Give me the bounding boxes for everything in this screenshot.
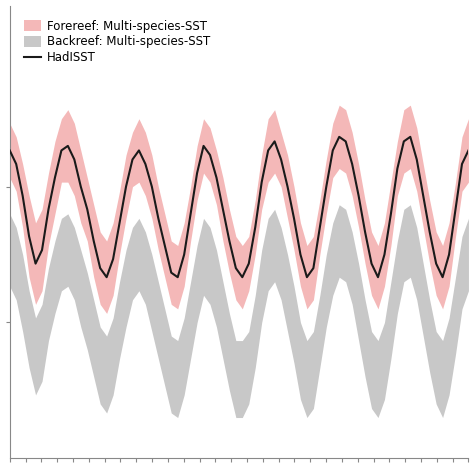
Legend: Forereef: Multi-species-SST, Backreef: Multi-species-SST, HadISST: Forereef: Multi-species-SST, Backreef: M… [20, 16, 214, 68]
